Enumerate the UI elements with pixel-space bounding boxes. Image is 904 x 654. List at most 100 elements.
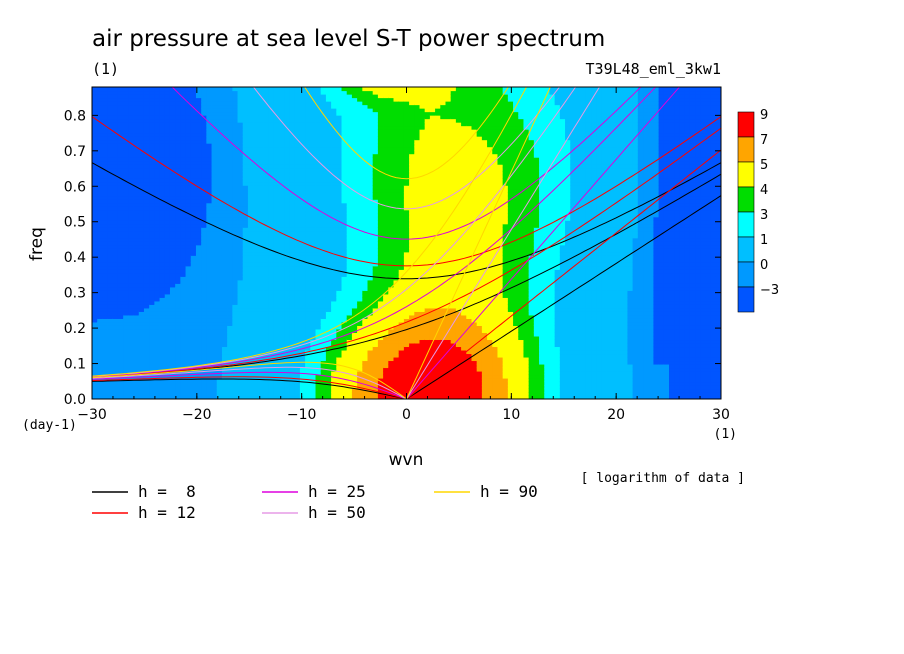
heatmap-cell [279,216,285,221]
heatmap-cell [211,195,218,200]
heatmap-cell [294,220,301,225]
heatmap-cell [377,328,384,333]
heatmap-cell [346,395,353,399]
heatmap-cell [164,139,171,144]
heatmap-cell [201,370,207,376]
heatmap-cell [372,363,379,369]
heatmap-cell [362,258,369,263]
heatmap-cell [268,381,275,386]
heatmap-cell [154,381,161,386]
heatmap-cell [128,251,135,256]
heatmap-cell [320,150,327,155]
heatmap-cell [159,181,166,186]
heatmap-cell [284,384,291,390]
heatmap-cell [190,97,197,102]
heatmap-cell [159,293,166,298]
heatmap-cell [294,304,301,309]
heatmap-cell [190,269,197,274]
heatmap-cell [367,360,374,365]
heatmap-cell [268,136,275,141]
heatmap-cell [185,255,192,260]
heatmap-cell [310,248,317,253]
heatmap-cell [320,314,327,319]
heatmap-cell [253,132,259,137]
heatmap-cell [169,216,176,221]
heatmap-cell [372,192,379,197]
heatmap-cell [143,213,150,218]
heatmap-cell [190,237,197,242]
heatmap-cell [97,370,103,376]
heatmap-cell [133,349,140,355]
heatmap-cell [242,304,249,309]
heatmap-cell [221,195,228,200]
heatmap-cell [315,314,322,319]
heatmap-cell [107,192,114,197]
heatmap-cell [107,111,114,116]
heatmap-cell [92,146,98,151]
heatmap-cell [336,283,343,288]
heatmap-cell [107,213,114,218]
heatmap-cell [216,90,223,95]
heatmap-cell [289,160,296,165]
heatmap-cell [221,174,228,179]
heatmap-cell [346,230,353,235]
heatmap-cell [305,157,311,162]
heatmap-cell [92,143,98,148]
heatmap-cell [294,244,301,249]
heatmap-cell [315,370,322,376]
heatmap-cell [362,342,369,348]
heatmap-cell [154,227,161,232]
heatmap-cell [362,241,369,246]
heatmap-cell [357,97,363,102]
heatmap-cell [92,381,98,386]
heatmap-cell [325,223,332,228]
heatmap-cell [117,293,124,298]
heatmap-cell [247,262,254,267]
heatmap-cell [138,283,145,288]
heatmap-cell [289,321,296,326]
heatmap-cell [336,314,343,319]
heatmap-cell [294,202,301,207]
heatmap-cell [211,97,218,102]
heatmap-cell [92,174,98,179]
heatmap-cell [294,206,301,211]
heatmap-cell [284,353,291,358]
heatmap-cell [294,374,301,379]
heatmap-cell [325,279,332,284]
heatmap-cell [159,118,166,123]
heatmap-cell [273,283,280,288]
heatmap-cell [133,307,140,312]
heatmap-cell [117,339,124,344]
heatmap-cell [336,300,343,305]
heatmap-cell [351,174,358,179]
heatmap-cell [169,262,176,267]
heatmap-cell [180,90,187,95]
heatmap-cell [138,90,145,95]
heatmap-cell [227,213,233,218]
heatmap-cell [268,188,275,193]
heatmap-cell [159,272,166,277]
heatmap-cell [263,332,270,337]
heatmap-cell [117,349,124,355]
heatmap-cell [289,367,296,372]
heatmap-cell [97,241,103,246]
heatmap-cell [372,339,379,344]
heatmap-cell [92,220,98,225]
heatmap-cell [315,391,322,397]
heatmap-cell [92,111,98,116]
heatmap-cell [299,255,306,260]
heatmap-cell [247,258,254,263]
heatmap-cell [102,94,109,99]
heatmap-cell [247,167,254,172]
heatmap-cell [159,223,166,228]
heatmap-cell [362,164,369,169]
heatmap-cell [294,381,301,386]
heatmap-cell [253,367,259,372]
heatmap-cell [102,206,109,211]
heatmap-cell [128,311,135,316]
heatmap-cell [180,118,187,123]
heatmap-cell [97,118,103,123]
heatmap-cell [331,146,337,151]
heatmap-cell [357,328,363,333]
heatmap-cell [289,297,296,302]
